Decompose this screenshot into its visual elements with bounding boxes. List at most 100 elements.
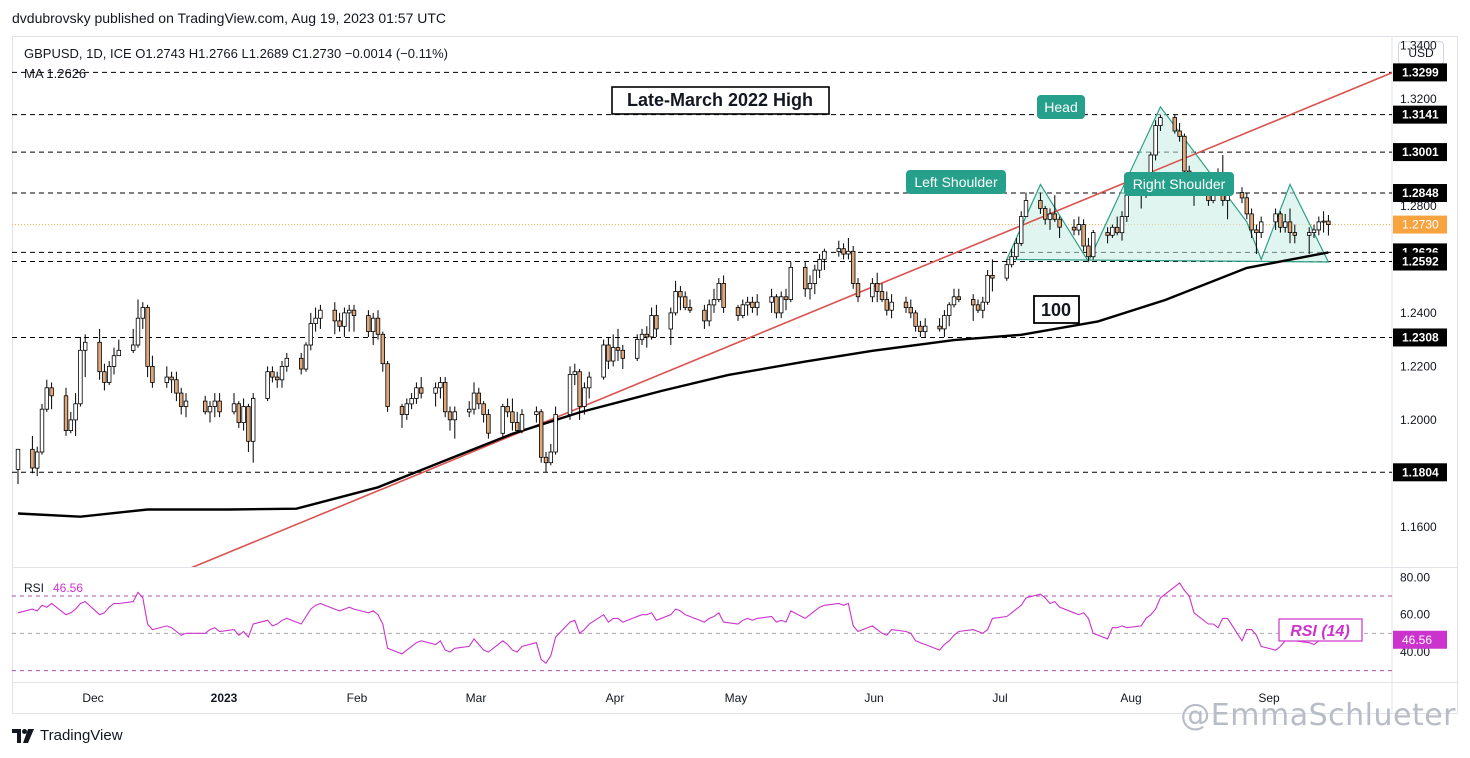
- candle-body-148: [1019, 216, 1024, 244]
- rsi-tick-1: 60.00: [1400, 608, 1430, 622]
- candle-body-46: [337, 320, 342, 327]
- candle-body-169: [1158, 117, 1163, 126]
- price-tick-3: 1.2400: [1400, 306, 1437, 320]
- candle-body-30: [231, 403, 237, 413]
- candle-body-137: [947, 304, 952, 316]
- candle-body-116: [807, 282, 813, 290]
- candle-body-83: [582, 387, 587, 407]
- x-tick-0: Dec: [82, 691, 103, 705]
- x-tick-5: May: [725, 691, 748, 705]
- rsi-plot: [17, 582, 1329, 665]
- candle-body-89: [620, 349, 625, 359]
- candle-body-1: [30, 448, 35, 469]
- candle-body-110: [769, 296, 774, 303]
- candle-body-26: [202, 400, 208, 413]
- candle-body-18: [140, 307, 145, 319]
- candle-body-54: [385, 363, 390, 407]
- candle-body-75: [534, 411, 539, 415]
- candle-body-5: [49, 387, 54, 397]
- candle-body-134: [923, 325, 928, 333]
- candle-body-11: [97, 341, 102, 373]
- candle-body-191: [1311, 229, 1317, 233]
- price-plot: [15, 71, 1392, 567]
- candle-body-58: [414, 387, 419, 399]
- candle-body-91: [639, 333, 645, 341]
- candle-body-65: [466, 408, 472, 413]
- candle-body-72: [510, 411, 515, 423]
- candle-body-13: [107, 365, 112, 383]
- level-label-0: 1.3299: [1402, 65, 1439, 79]
- rsi-value-label: 46.56: [1402, 633, 1432, 647]
- candle-body-39: [284, 357, 289, 367]
- candle-body-164: [1124, 194, 1129, 217]
- x-tick-2: Feb: [347, 691, 368, 705]
- candle-body-59: [418, 387, 424, 394]
- candle-body-122: [846, 250, 851, 255]
- candle-body-193: [1321, 220, 1326, 223]
- candle-body-73: [515, 422, 520, 431]
- candle-body-29: [217, 400, 222, 413]
- right-shoulder-label-box: [1124, 172, 1234, 196]
- candle-body-74: [519, 414, 525, 432]
- candle-body-69: [486, 414, 491, 434]
- candle-body-124: [855, 282, 861, 298]
- symbol-legend: GBPUSD, 1D, ICE O1.2743 H1.2766 L1.2689 …: [24, 46, 448, 61]
- candle-body-90: [635, 339, 640, 359]
- candle-body-47: [342, 312, 347, 327]
- candle-body-185: [1273, 213, 1278, 223]
- x-tick-9: Sep: [1258, 691, 1280, 705]
- candle-body-190: [1307, 232, 1312, 236]
- level-label-box-2: [1393, 143, 1447, 162]
- x-tick-3: Mar: [466, 691, 487, 705]
- candle-body-142: [980, 301, 985, 311]
- candle-body-48: [346, 309, 352, 314]
- candle-body-61: [438, 381, 443, 389]
- candle-body-172: [1182, 135, 1187, 172]
- candle-body-31: [236, 403, 241, 423]
- candle-body-44: [318, 309, 323, 319]
- candle-body-0: [15, 448, 21, 470]
- price-tick-6: 1.1600: [1400, 520, 1437, 534]
- candle-body-150: [1038, 200, 1043, 209]
- rsi-series-box: [1278, 618, 1363, 642]
- level-label-box-5: [1393, 252, 1447, 271]
- head-label: Head: [1044, 99, 1077, 115]
- candle-body-49: [351, 309, 357, 317]
- candle-body-32: [241, 406, 246, 424]
- candle-body-184: [1259, 221, 1264, 233]
- tradingview-logo[interactable]: TradingView: [12, 727, 123, 744]
- candle-body-40: [298, 357, 304, 370]
- candle-body-180: [1239, 192, 1245, 199]
- candle-body-34: [250, 398, 256, 442]
- candle-body-132: [913, 312, 918, 327]
- candle-body-183: [1254, 229, 1259, 233]
- candle-body-103: [716, 282, 721, 300]
- late-march-box: [611, 86, 830, 115]
- candle-body-51: [370, 317, 376, 333]
- candle-body-128: [884, 299, 889, 311]
- candle-body-127: [879, 291, 885, 300]
- candle-body-111: [774, 296, 779, 314]
- candle-body-76: [539, 411, 544, 458]
- ma-legend: MA 1.2626: [24, 66, 87, 81]
- candle-body-17: [135, 317, 141, 346]
- candle-body-120: [836, 248, 841, 252]
- candle-body-70: [500, 406, 505, 434]
- candle-body-93: [649, 315, 654, 338]
- candle-body-38: [279, 365, 285, 381]
- candle-body-194: [1326, 220, 1331, 226]
- x-tick-1: 2023: [211, 691, 238, 705]
- rsi-series-label: RSI (14): [1290, 623, 1350, 640]
- candle-body-145: [1004, 264, 1009, 279]
- candle-body-182: [1249, 213, 1254, 231]
- candle-body-86: [606, 344, 611, 362]
- candle-body-158: [1086, 245, 1091, 258]
- candle-body-63: [447, 411, 453, 421]
- candle-body-94: [654, 315, 659, 330]
- candle-body-87: [611, 347, 616, 362]
- candle-body-115: [803, 266, 808, 290]
- candle-body-144: [990, 274, 995, 279]
- candle-body-97: [678, 291, 683, 298]
- candle-body-147: [1014, 242, 1019, 258]
